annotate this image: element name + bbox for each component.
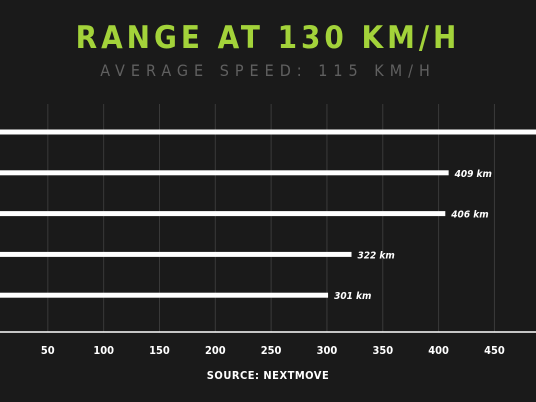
bar-label-3: 406 km [451, 210, 488, 221]
x-tick-label-400: 400 [428, 344, 449, 357]
x-tick-label-300: 300 [317, 344, 338, 357]
x-tick-label-350: 350 [372, 344, 393, 357]
bar-2 [0, 170, 449, 176]
x-tick-label-50: 50 [41, 344, 55, 357]
x-tick-label-450: 450 [484, 344, 505, 357]
x-tick-label-100: 100 [93, 344, 114, 357]
bar-1 [0, 129, 536, 135]
bar-5 [0, 292, 329, 298]
x-tick-label-250: 250 [261, 344, 282, 357]
chart-subtitle: AVERAGE SPEED: 115 KM/H [100, 61, 436, 80]
x-tick-label-200: 200 [205, 344, 226, 357]
bar-label-5: 301 km [334, 291, 371, 302]
bar-label-4: 322 km [358, 250, 395, 261]
chart-title: RANGE AT 130 KM/H [75, 20, 461, 56]
bar-4 [0, 251, 352, 257]
x-tick-label-150: 150 [149, 344, 170, 357]
source-note: SOURCE: NEXTMOVE [206, 369, 330, 382]
bar-3 [0, 211, 446, 217]
bar-label-2: 409 km [455, 169, 492, 180]
